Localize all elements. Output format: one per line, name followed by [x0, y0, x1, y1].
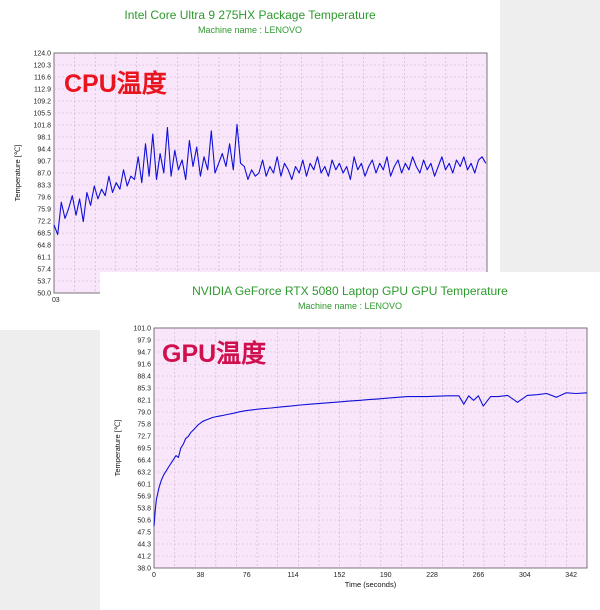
cpu-y-tick-label: 64.8 — [37, 243, 51, 250]
cpu-y-tick-label: 53.7 — [37, 279, 51, 286]
cpu-chart-subtitle: Machine name : LENOVO — [197, 25, 303, 35]
cpu-y-tick-label: 61.1 — [37, 255, 51, 262]
cpu-y-tick-label: 50.0 — [37, 291, 51, 298]
cpu-chart-panel: Intel Core Ultra 9 275HX Package Tempera… — [0, 0, 500, 330]
gpu-chart-subtitle: Machine name : LENOVO — [297, 301, 403, 311]
cpu-y-tick-label: 94.4 — [37, 147, 51, 154]
gpu-x-tick-label: 152 — [334, 572, 346, 579]
cpu-series-line-0 — [53, 123, 487, 236]
cpu-y-tick-label: 101.8 — [33, 123, 51, 130]
cpu-x-tick-label: 0 — [52, 297, 56, 304]
gpu-y-tick-label: 60.1 — [137, 482, 151, 489]
gpu-series-line-0 — [153, 392, 588, 527]
gpu-temperature-chart: 38.0 41.2 44.3 47.5 50.6 53.8 56.9 60.1 63.2 66.4… — [113, 326, 588, 589]
gpu-y-tick-label: 38.0 — [137, 566, 151, 573]
cpu-y-tick-label: 57.4 — [37, 267, 51, 274]
cpu-y-tick-label: 68.5 — [37, 231, 51, 238]
gpu-y-tick-label: 41.2 — [137, 554, 151, 561]
gpu-overlay-label: GPU温度 — [162, 340, 267, 368]
gpu-x-tick-label: 266 — [473, 572, 485, 579]
cpu-chart-title: Intel Core Ultra 9 275HX Package Tempera… — [124, 8, 376, 22]
gpu-y-tick-label: 44.3 — [137, 542, 151, 549]
gpu-x-axis-label: Time (seconds) — [345, 580, 397, 589]
gpu-y-tick-label: 72.7 — [137, 434, 151, 441]
gpu-y-axis-label: Temperature [℃] — [113, 420, 122, 477]
cpu-y-tick-label: 72.2 — [37, 219, 51, 226]
cpu-overlay-label: CPU温度 — [64, 70, 167, 98]
gpu-x-tick-label: 114 — [287, 572, 298, 579]
gpu-y-tick-label: 69.5 — [137, 446, 151, 453]
cpu-y-axis-label: Temperature [℃] — [13, 145, 22, 202]
gpu-y-tick-label: 85.3 — [137, 386, 151, 393]
cpu-y-tick-label: 79.6 — [37, 195, 51, 202]
gpu-y-tick-label: 47.5 — [137, 530, 151, 537]
gpu-x-tick-label: 190 — [380, 572, 392, 579]
gpu-x-tick-label: 0 — [152, 572, 156, 579]
cpu-y-tick-label: 98.1 — [37, 135, 51, 142]
cpu-y-tick-label: 75.9 — [37, 207, 51, 214]
gpu-y-tick-label: 50.6 — [137, 518, 151, 525]
gpu-y-tick-label: 56.9 — [137, 494, 151, 501]
gpu-y-tick-label: 82.1 — [137, 398, 151, 405]
gpu-y-tick-label: 97.9 — [137, 338, 151, 345]
gpu-chart-title: NVIDIA GeForce RTX 5080 Laptop GPU GPU T… — [192, 284, 508, 298]
cpu-y-tick-label: 112.9 — [34, 87, 51, 94]
gpu-x-tick-label: 304 — [519, 572, 531, 579]
cpu-x-tick-label: 3 — [56, 297, 60, 304]
cpu-temperature-chart: 50.0 53.7 57.4 61.1 64.8 68.5 72.2 75.9 79.6 83.3… — [13, 51, 488, 304]
gpu-y-tick-label: 88.4 — [137, 374, 151, 381]
gpu-y-tick-label: 63.2 — [137, 470, 151, 477]
gpu-y-tick-label: 53.8 — [137, 506, 151, 513]
gpu-y-tick-label: 101.0 — [133, 326, 151, 333]
cpu-y-tick-label: 109.2 — [33, 99, 51, 106]
cpu-y-tick-label: 124.0 — [33, 51, 51, 58]
gpu-x-tick-label: 38 — [196, 572, 204, 579]
cpu-y-tick-label: 120.3 — [33, 63, 51, 70]
cpu-y-tick-label: 83.3 — [37, 183, 51, 190]
gpu-x-tick-label: 342 — [565, 572, 577, 579]
gpu-y-tick-label: 75.8 — [137, 422, 151, 429]
gpu-chart-panel: NVIDIA GeForce RTX 5080 Laptop GPU GPU T… — [100, 272, 600, 610]
gpu-y-tick-label: 91.6 — [137, 362, 151, 369]
cpu-y-tick-label: 87.0 — [37, 171, 51, 178]
gpu-y-tick-label: 79.0 — [137, 410, 151, 417]
gpu-y-tick-label: 66.4 — [137, 458, 151, 465]
gpu-x-tick-label: 76 — [243, 572, 251, 579]
gpu-y-tick-label: 94.7 — [137, 350, 151, 357]
gpu-x-tick-label: 228 — [426, 572, 438, 579]
cpu-y-tick-label: 116.6 — [34, 75, 51, 82]
cpu-y-tick-label: 90.7 — [37, 159, 51, 166]
cpu-y-tick-label: 105.5 — [33, 111, 51, 118]
